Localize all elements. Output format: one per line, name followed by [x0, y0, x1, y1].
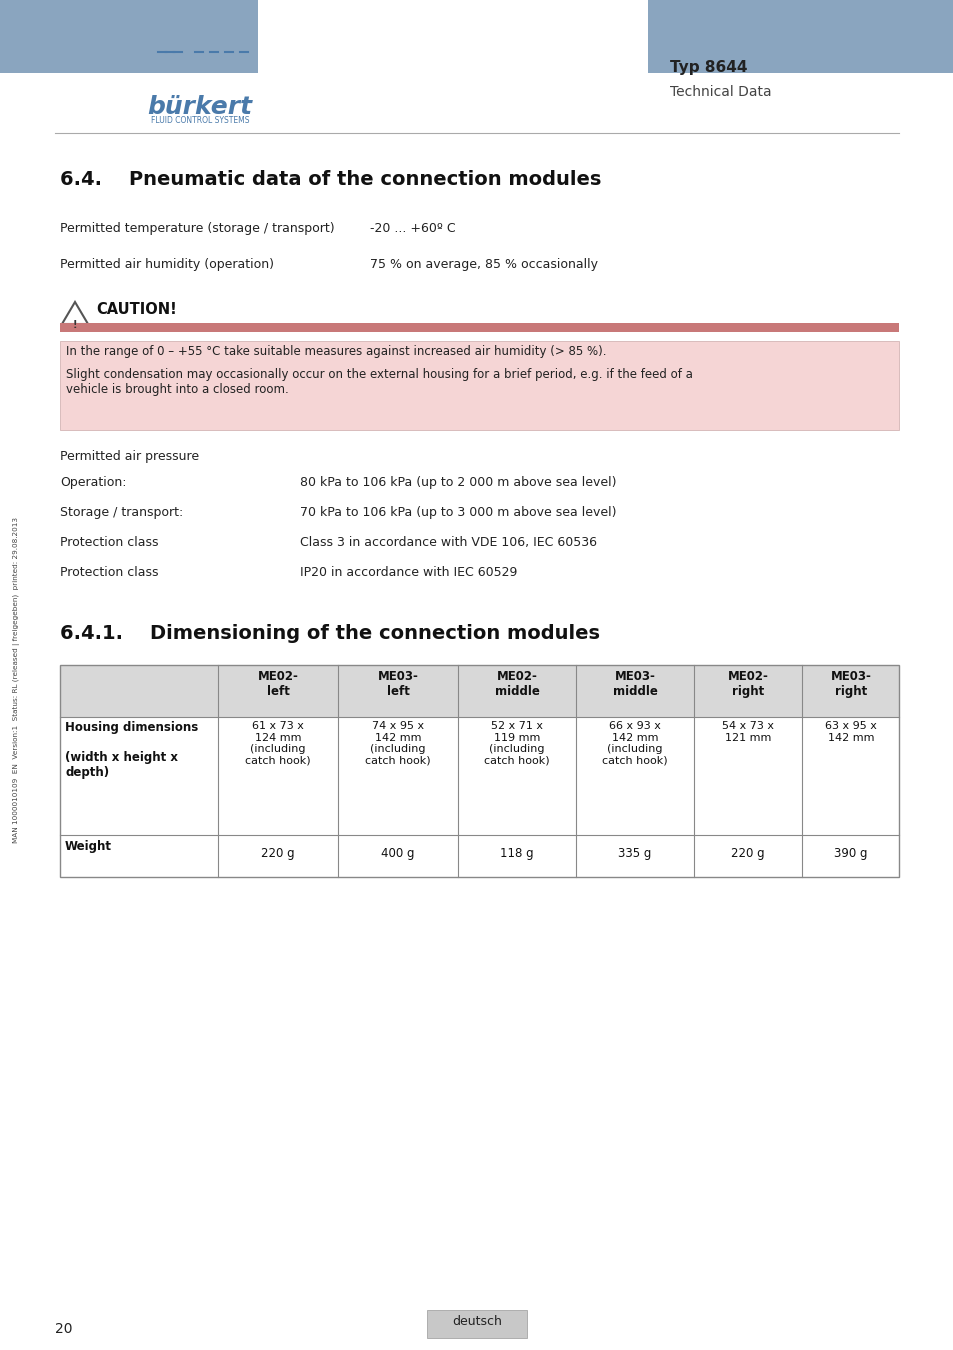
Text: 61 x 73 x
124 mm
(including
catch hook): 61 x 73 x 124 mm (including catch hook): [245, 721, 311, 765]
Text: 70 kPa to 106 kPa (up to 3 000 m above sea level): 70 kPa to 106 kPa (up to 3 000 m above s…: [299, 506, 616, 518]
FancyBboxPatch shape: [60, 323, 898, 332]
Text: Protection class: Protection class: [60, 536, 158, 549]
Text: Technical Data: Technical Data: [669, 85, 771, 99]
Text: 220 g: 220 g: [261, 846, 294, 860]
Text: Class 3 in accordance with VDE 106, IEC 60536: Class 3 in accordance with VDE 106, IEC …: [299, 536, 597, 549]
Text: Permitted temperature (storage / transport): Permitted temperature (storage / transpo…: [60, 221, 335, 235]
Text: 80 kPa to 106 kPa (up to 2 000 m above sea level): 80 kPa to 106 kPa (up to 2 000 m above s…: [299, 477, 616, 489]
Text: Slight condensation may occasionally occur on the external housing for a brief p: Slight condensation may occasionally occ…: [66, 369, 692, 396]
FancyBboxPatch shape: [60, 836, 898, 878]
Text: Operation:: Operation:: [60, 477, 127, 489]
Text: FLUID CONTROL SYSTEMS: FLUID CONTROL SYSTEMS: [151, 116, 249, 126]
FancyBboxPatch shape: [60, 666, 898, 717]
Text: ME02-
middle: ME02- middle: [494, 670, 538, 698]
Text: 66 x 93 x
142 mm
(including
catch hook): 66 x 93 x 142 mm (including catch hook): [601, 721, 667, 765]
Text: 335 g: 335 g: [618, 846, 651, 860]
Text: ME02-
right: ME02- right: [727, 670, 767, 698]
FancyBboxPatch shape: [60, 342, 898, 431]
Text: 63 x 95 x
142 mm: 63 x 95 x 142 mm: [824, 721, 876, 743]
Text: 6.4.    Pneumatic data of the connection modules: 6.4. Pneumatic data of the connection mo…: [60, 170, 600, 189]
Text: Typ 8644: Typ 8644: [669, 59, 747, 76]
Text: 20: 20: [55, 1322, 72, 1336]
Text: IP20 in accordance with IEC 60529: IP20 in accordance with IEC 60529: [299, 566, 517, 579]
Text: !: !: [72, 320, 77, 329]
Text: deutsch: deutsch: [452, 1315, 501, 1328]
Text: Permitted air humidity (operation): Permitted air humidity (operation): [60, 258, 274, 271]
Text: 52 x 71 x
119 mm
(including
catch hook): 52 x 71 x 119 mm (including catch hook): [484, 721, 549, 765]
Text: ME03-
right: ME03- right: [830, 670, 870, 698]
Text: bürkert: bürkert: [148, 95, 253, 119]
Text: Weight: Weight: [65, 840, 112, 853]
Text: 75 % on average, 85 % occasionally: 75 % on average, 85 % occasionally: [370, 258, 598, 271]
FancyBboxPatch shape: [0, 0, 257, 73]
FancyBboxPatch shape: [60, 717, 898, 836]
Text: Permitted air pressure: Permitted air pressure: [60, 450, 199, 463]
Text: 118 g: 118 g: [499, 846, 534, 860]
Text: ME03-
middle: ME03- middle: [612, 670, 657, 698]
Text: Housing dimensions

(width x height x
depth): Housing dimensions (width x height x dep…: [65, 721, 198, 779]
Text: MAN 1000010109  EN  Version:1  Status: RL (released | freigegeben)  printed: 29.: MAN 1000010109 EN Version:1 Status: RL (…: [12, 517, 19, 842]
Polygon shape: [62, 302, 88, 324]
FancyBboxPatch shape: [427, 1310, 526, 1338]
Text: 400 g: 400 g: [381, 846, 415, 860]
Text: 220 g: 220 g: [730, 846, 764, 860]
Text: 6.4.1.    Dimensioning of the connection modules: 6.4.1. Dimensioning of the connection mo…: [60, 624, 599, 643]
Text: 390 g: 390 g: [833, 846, 867, 860]
FancyBboxPatch shape: [647, 0, 953, 73]
Text: In the range of 0 – +55 °C take suitable measures against increased air humidity: In the range of 0 – +55 °C take suitable…: [66, 346, 606, 358]
Text: ME03-
left: ME03- left: [377, 670, 418, 698]
Text: CAUTION!: CAUTION!: [96, 302, 176, 317]
Text: 54 x 73 x
121 mm: 54 x 73 x 121 mm: [721, 721, 773, 743]
Text: Storage / transport:: Storage / transport:: [60, 506, 183, 518]
Text: Protection class: Protection class: [60, 566, 158, 579]
Text: -20 ... +60º C: -20 ... +60º C: [370, 221, 456, 235]
Text: ME02-
left: ME02- left: [257, 670, 298, 698]
Text: 74 x 95 x
142 mm
(including
catch hook): 74 x 95 x 142 mm (including catch hook): [365, 721, 431, 765]
